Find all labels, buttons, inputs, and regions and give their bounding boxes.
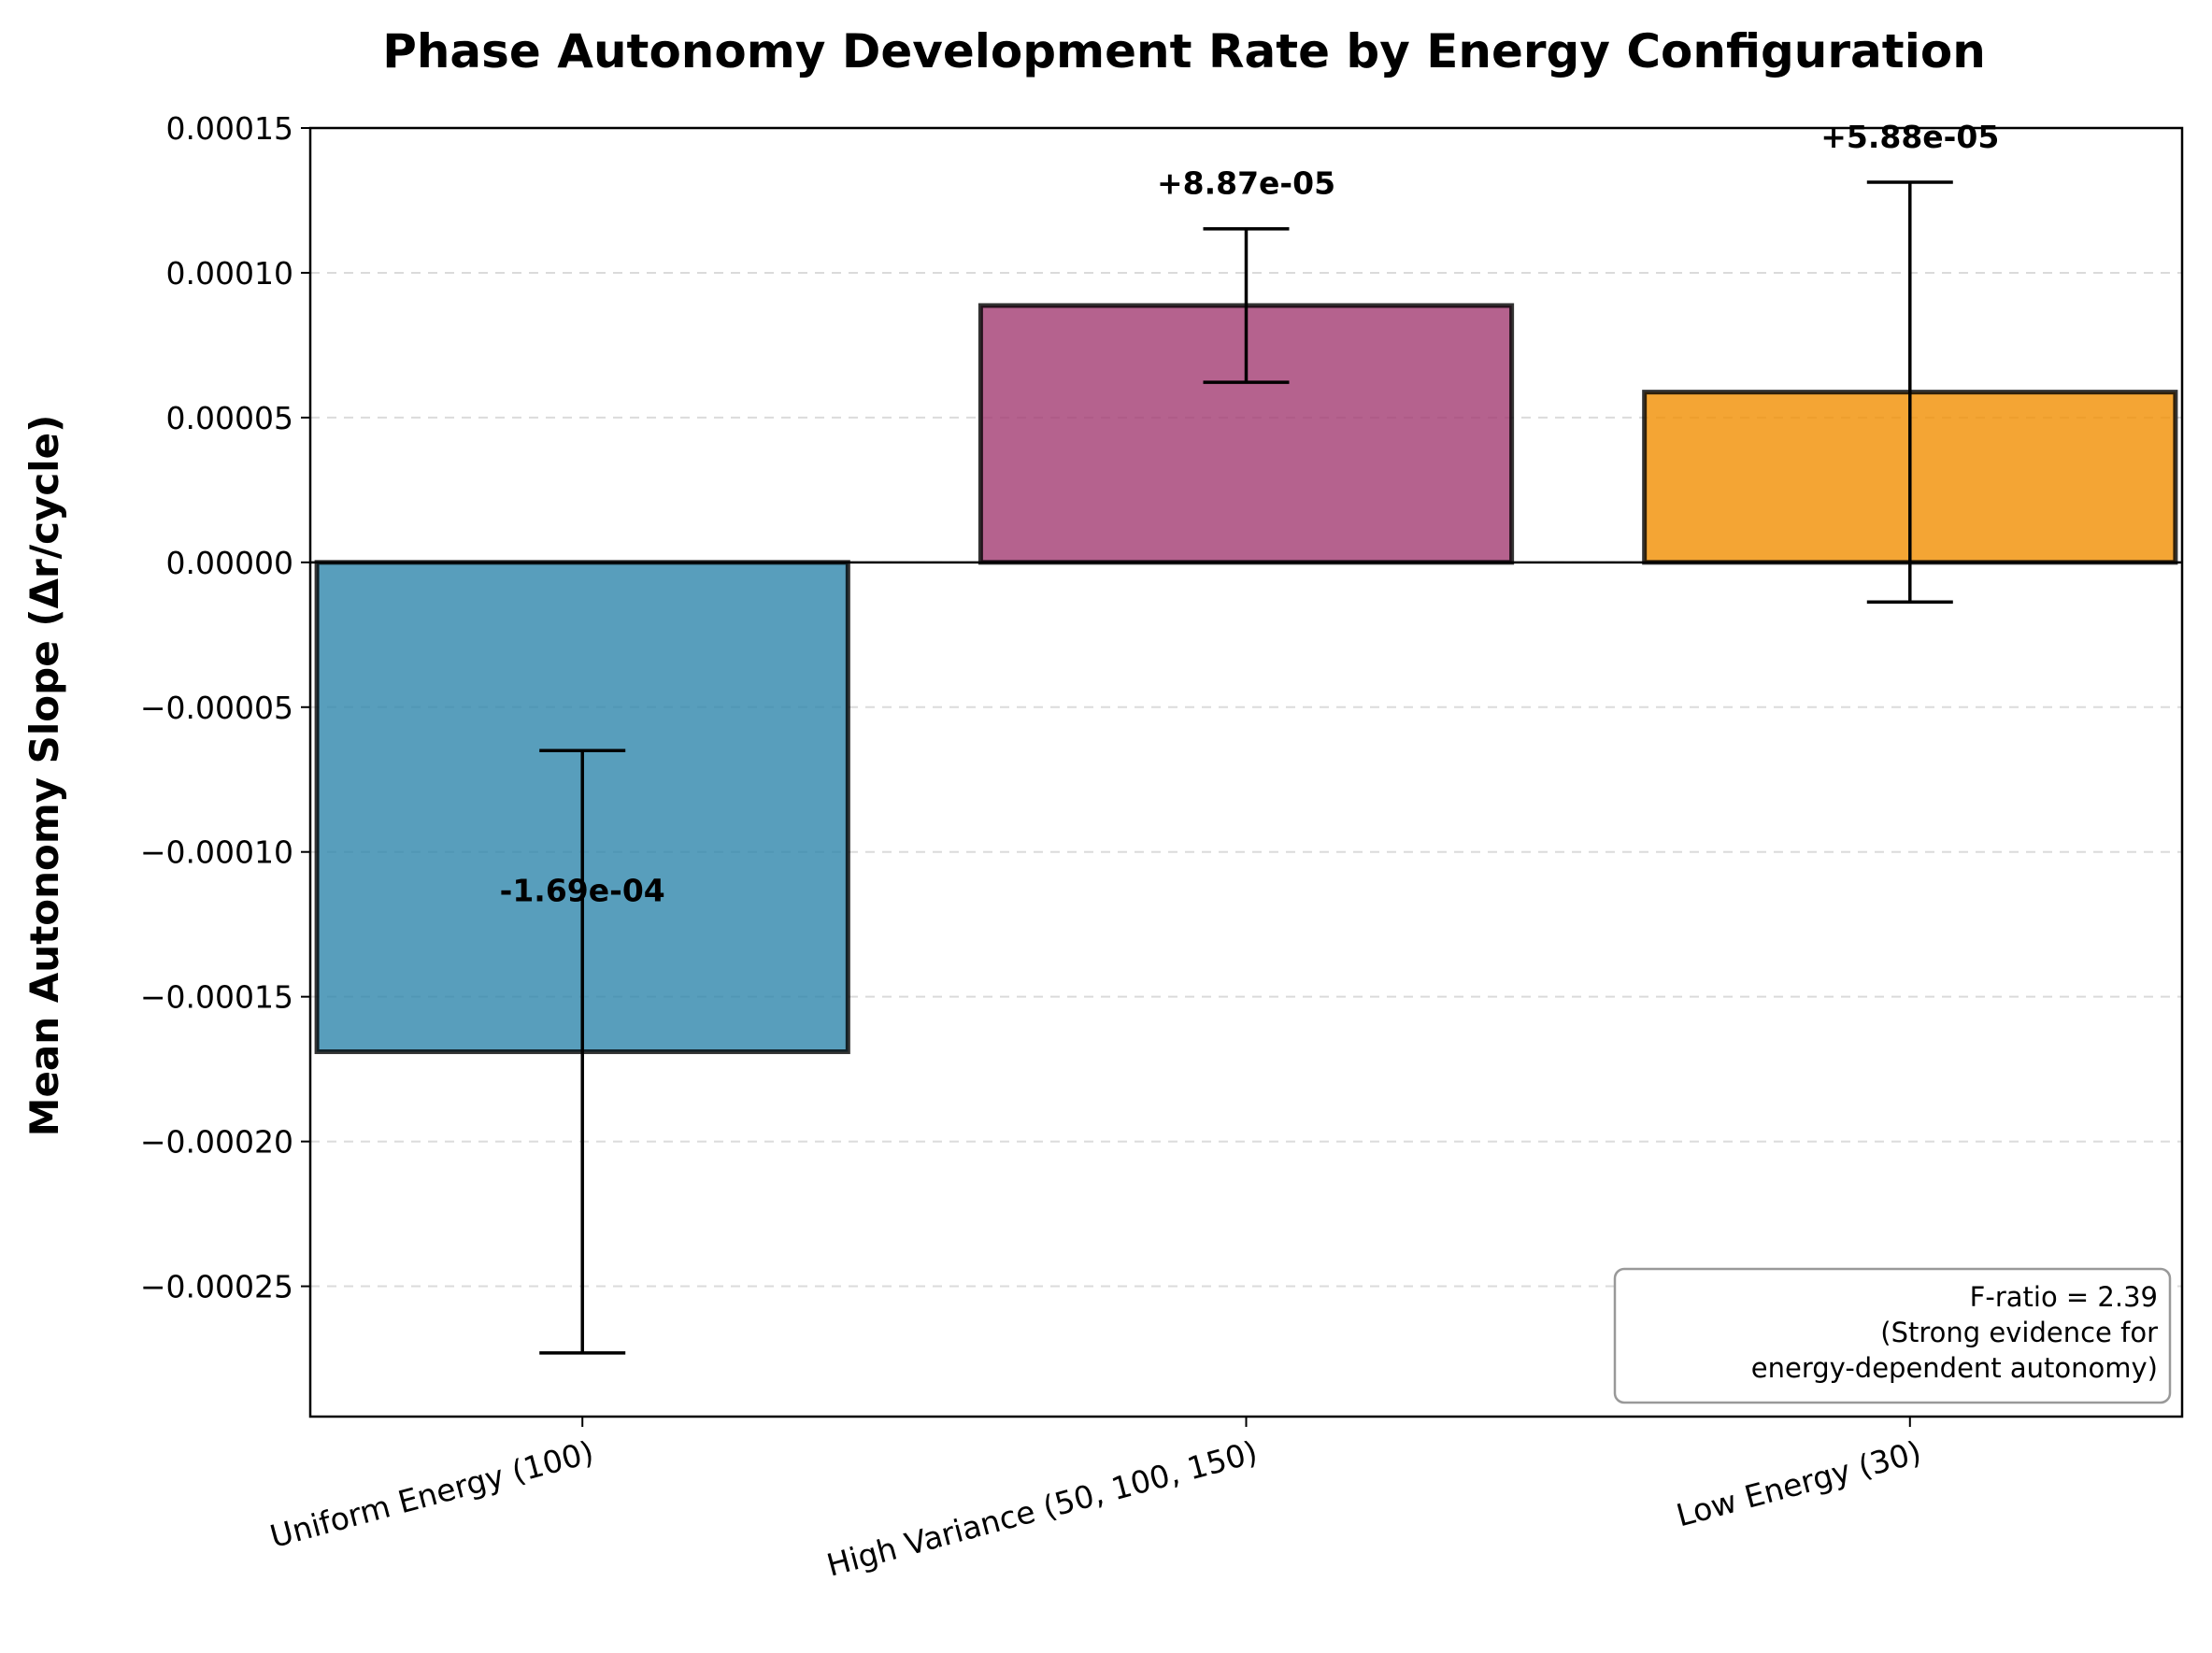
stats-box: F-ratio = 2.39 (Strong evidence for ener… — [1613, 1267, 2172, 1404]
x-tick-label: High Variance (50, 100, 150) — [823, 1433, 1262, 1584]
y-tick-label: −0.00005 — [140, 690, 293, 726]
x-axis-ticks: Uniform Energy (100) High Variance (50, 1… — [266, 1417, 1925, 1584]
value-label: +8.87e-05 — [1157, 165, 1335, 202]
y-tick-label: −0.00015 — [140, 979, 293, 1016]
stats-line-2: (Strong evidence for — [1880, 1317, 2158, 1348]
x-tick-label: Low Energy (30) — [1673, 1433, 1925, 1533]
y-tick-label: −0.00025 — [140, 1269, 293, 1305]
y-tick-label: −0.00020 — [140, 1124, 293, 1161]
y-tick-label: 0.00010 — [166, 255, 293, 292]
value-label: +5.88e-05 — [1820, 119, 1999, 155]
y-axis-ticks: 0.00015 0.00010 0.00005 0.00000 −0.00005 −0.0… — [140, 110, 310, 1305]
chart-title: Phase Autonomy Development Rate by Energ… — [382, 24, 1986, 78]
stats-line-3: energy-dependent autonomy) — [1751, 1352, 2158, 1384]
error-bars — [539, 180, 1953, 1355]
y-tick-label: 0.00005 — [166, 400, 293, 436]
value-label: -1.69e-04 — [500, 872, 665, 908]
y-tick-label: 0.00015 — [166, 110, 293, 147]
y-tick-label: −0.00010 — [140, 834, 293, 871]
value-labels: -1.69e-04 +8.87e-05 +5.88e-05 — [500, 119, 2000, 909]
stats-box-frame — [1613, 1267, 2172, 1404]
y-axis-label: Mean Autonomy Slope (Δr/cycle) — [21, 415, 67, 1137]
y-tick-label: 0.00000 — [166, 545, 293, 581]
stats-line-1: F-ratio = 2.39 — [1970, 1281, 2158, 1313]
x-tick-label: Uniform Energy (100) — [266, 1433, 597, 1555]
bars — [314, 303, 2178, 1055]
